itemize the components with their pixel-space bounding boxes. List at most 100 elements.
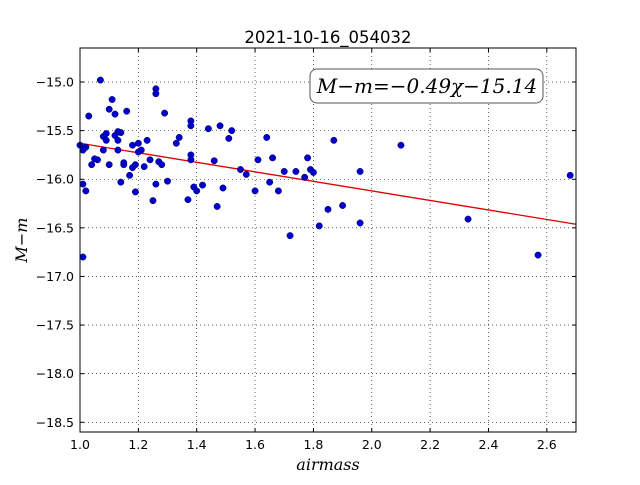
data-point (117, 178, 125, 186)
data-point (131, 161, 139, 169)
data-point (99, 146, 107, 154)
x-tick-label: 1.8 (303, 437, 323, 452)
data-point (301, 173, 309, 181)
data-point (152, 90, 160, 98)
data-point (286, 232, 294, 240)
data-point (242, 170, 250, 178)
data-point (123, 107, 131, 115)
data-point (114, 146, 122, 154)
y-tick-label: −16.0 (36, 172, 74, 187)
data-point (143, 136, 151, 144)
data-point (356, 168, 364, 175)
data-point (140, 163, 148, 171)
y-tick-label: −18.5 (36, 415, 74, 430)
data-point (175, 133, 183, 141)
fit-line (79, 142, 577, 225)
data-point (204, 125, 212, 133)
data-point (82, 143, 90, 151)
data-point (219, 184, 227, 192)
y-tick-label: −17.5 (36, 318, 74, 333)
y-tick-label: −18.0 (36, 366, 74, 381)
data-point (134, 148, 142, 156)
data-point (164, 177, 171, 185)
x-tick-label: 1.0 (70, 437, 90, 452)
fit-equation-frame (309, 68, 544, 104)
data-point (254, 156, 262, 164)
data-point (228, 127, 236, 135)
y-tick-label: −15.0 (36, 75, 74, 90)
data-point (152, 180, 160, 188)
plot-frame (79, 47, 577, 433)
fit-equation-box: M−m=−0.49χ−15.14 (309, 68, 544, 104)
data-point (225, 134, 233, 142)
x-axis-label: airmass (296, 455, 359, 474)
data-point (134, 139, 142, 147)
x-tick-label: 2.6 (537, 437, 557, 452)
data-point (105, 105, 113, 113)
data-point (213, 203, 221, 210)
data-point (91, 155, 99, 163)
fit-line-group (79, 142, 577, 225)
data-point (464, 215, 472, 223)
x-tick-label: 2.0 (362, 437, 382, 452)
data-point (149, 197, 157, 205)
chart-title: 2021-10-16_054032 (244, 28, 411, 48)
data-point (210, 157, 218, 165)
x-tick-label: 2.4 (479, 437, 499, 452)
data-point (114, 136, 122, 144)
data-point (324, 205, 332, 213)
data-point (304, 154, 312, 162)
data-point (280, 168, 288, 175)
y-tick-label: −17.0 (36, 269, 74, 284)
data-point (161, 109, 169, 117)
data-point (315, 222, 323, 230)
data-point (120, 159, 128, 167)
data-point (263, 133, 271, 141)
data-point (566, 171, 574, 179)
data-point (102, 136, 110, 144)
data-point (534, 251, 542, 259)
data-point (356, 219, 364, 227)
data-point (309, 168, 317, 176)
data-point (88, 161, 96, 169)
data-point (292, 168, 300, 175)
data-point (158, 161, 166, 169)
data-point (146, 156, 154, 164)
data-point (199, 181, 206, 189)
data-point (129, 141, 136, 149)
data-point (85, 112, 93, 120)
data-point (269, 154, 277, 162)
data-point (102, 130, 110, 137)
data-point (187, 156, 195, 164)
data-point (193, 187, 201, 195)
y-axis-ticks: −15.0 −15.5 −16.0 −16.5 −17.0 −17.5 −18.0 −18.5 (36, 75, 576, 430)
data-point (187, 122, 195, 130)
data-point (131, 188, 139, 196)
grid (79, 48, 576, 432)
data-point (330, 136, 338, 144)
x-tick-label: 1.6 (245, 437, 265, 452)
data-points (76, 76, 574, 261)
x-tick-label: 1.4 (187, 437, 207, 452)
data-point (126, 171, 134, 179)
data-point (274, 187, 282, 195)
data-point (96, 76, 104, 84)
y-tick-label: −16.5 (36, 220, 74, 235)
data-point (251, 187, 259, 195)
y-axis-label: M−m (12, 218, 31, 264)
data-point (216, 122, 224, 130)
fit-equation-text: M−m=−0.49χ−15.14 (316, 74, 537, 98)
data-point (172, 139, 180, 147)
data-point (339, 202, 347, 209)
data-point (79, 253, 87, 261)
x-axis-ticks: 1.0 1.2 1.4 1.6 1.8 2.0 2.2 2.4 2.6 (70, 48, 557, 452)
data-point (114, 128, 122, 136)
x-tick-label: 1.2 (128, 437, 148, 452)
y-tick-label: −15.5 (36, 123, 74, 138)
data-point (82, 187, 90, 195)
x-tick-label: 2.2 (420, 437, 440, 452)
data-point (237, 166, 244, 173)
data-point (105, 161, 113, 169)
